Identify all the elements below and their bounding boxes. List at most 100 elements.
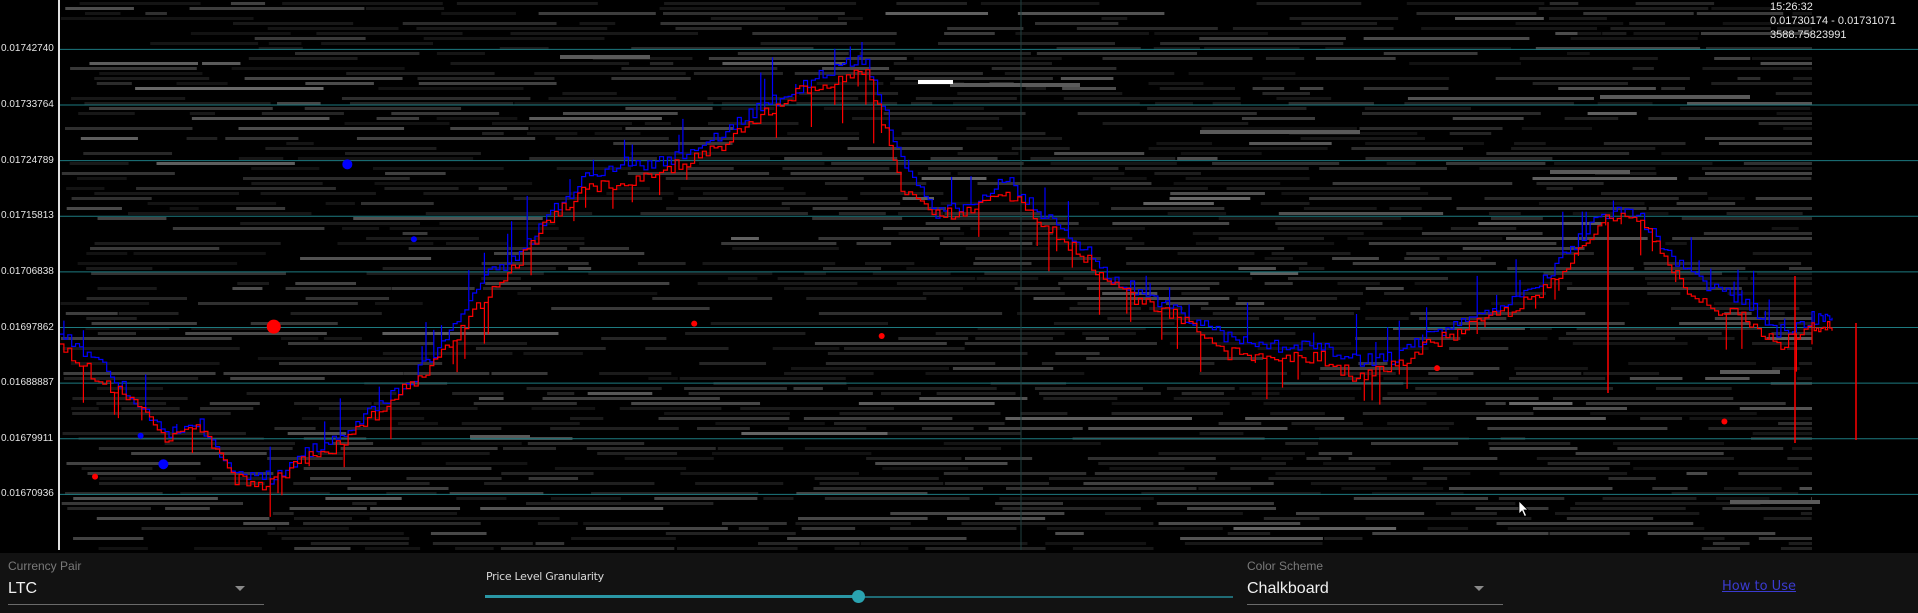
depth-band — [1763, 517, 1812, 520]
depth-band — [1496, 522, 1694, 525]
depth-band — [1575, 502, 1761, 505]
depth-band — [1006, 487, 1197, 490]
depth-band — [323, 337, 362, 340]
depth-band — [648, 377, 678, 380]
depth-band — [611, 77, 691, 80]
depth-band — [621, 67, 778, 70]
depth-band — [1547, 462, 1631, 465]
depth-band — [303, 522, 481, 525]
depth-band — [1514, 367, 1588, 370]
depth-band — [480, 507, 664, 510]
depth-band — [666, 207, 790, 210]
depth-band — [537, 522, 578, 525]
depth-band — [1421, 27, 1597, 30]
depth-band — [69, 162, 129, 165]
depth-band — [67, 507, 151, 510]
depth-band — [461, 422, 580, 425]
depth-band — [1797, 377, 1812, 380]
depth-band — [1319, 167, 1447, 170]
depth-band — [176, 82, 228, 85]
depth-band — [1033, 297, 1230, 300]
depth-band — [966, 127, 1003, 130]
depth-band — [1076, 27, 1218, 30]
depth-band — [1188, 72, 1296, 75]
depth-band — [984, 272, 1098, 275]
currency-pair-select[interactable]: LTC — [8, 580, 38, 597]
depth-band — [169, 207, 199, 210]
depth-band — [1555, 32, 1578, 35]
depth-band — [658, 417, 790, 420]
chart-canvas[interactable] — [0, 0, 1918, 553]
chevron-down-icon[interactable] — [235, 586, 245, 591]
depth-band — [625, 127, 734, 130]
color-scheme-select[interactable]: Chalkboard — [1247, 580, 1329, 597]
depth-band — [1487, 427, 1668, 430]
depth-band — [1708, 427, 1812, 430]
depth-band — [1323, 462, 1391, 465]
depth-band — [1281, 192, 1429, 195]
depth-band — [385, 172, 446, 175]
depth-band — [1415, 387, 1614, 390]
depth-band — [1716, 497, 1770, 500]
depth-band — [374, 302, 423, 305]
depth-band — [1143, 202, 1214, 205]
depth-band — [478, 187, 508, 190]
depth-band — [930, 157, 998, 160]
depth-band — [475, 347, 606, 350]
how-to-use-link[interactable]: How to Use — [1722, 579, 1796, 594]
depth-band — [1352, 262, 1496, 265]
depth-band — [1786, 327, 1812, 330]
depth-band — [1771, 227, 1799, 230]
depth-band — [858, 402, 995, 405]
depth-band — [804, 272, 826, 275]
depth-band — [293, 482, 430, 485]
depth-band — [1187, 507, 1277, 510]
depth-band — [943, 237, 1133, 240]
depth-band — [973, 262, 1032, 265]
depth-band — [1198, 487, 1251, 490]
depth-band — [97, 332, 137, 335]
depth-band — [300, 257, 432, 260]
depth-band — [812, 217, 903, 220]
chevron-down-icon[interactable] — [1474, 586, 1484, 591]
depth-band — [456, 497, 507, 500]
depth-band — [432, 542, 533, 545]
depth-band — [1365, 317, 1409, 320]
depth-band — [1546, 187, 1573, 190]
depth-band — [1777, 27, 1812, 30]
depth-band — [1800, 512, 1812, 515]
depth-band — [1478, 222, 1602, 225]
depth-band — [1448, 487, 1613, 490]
depth-band — [86, 252, 128, 255]
depth-band — [1702, 67, 1812, 70]
depth-band — [1665, 242, 1687, 245]
depth-band — [1050, 162, 1177, 165]
depth-band — [624, 457, 714, 460]
depth-band — [804, 447, 1002, 450]
depth-band — [180, 492, 330, 495]
depth-band — [425, 212, 593, 215]
depth-band — [533, 237, 585, 240]
depth-band — [898, 212, 944, 215]
depth-band — [1015, 32, 1149, 35]
depth-band — [418, 82, 557, 85]
depth-band — [732, 247, 839, 250]
depth-band — [344, 152, 481, 155]
depth-band — [1300, 137, 1425, 140]
depth-band — [665, 532, 796, 535]
depth-band — [1449, 347, 1509, 350]
depth-band-strong — [470, 435, 530, 439]
depth-band — [1776, 112, 1812, 115]
depth-band — [318, 407, 478, 410]
depth-band — [77, 262, 238, 265]
depth-band — [238, 127, 405, 130]
depth-band — [664, 2, 857, 5]
depth-chart[interactable]: 0.01742740 0.01733764 0.01724789 0.01715813… — [0, 0, 1918, 553]
depth-band — [1532, 407, 1627, 410]
depth-band — [695, 482, 784, 485]
depth-band — [1572, 342, 1688, 345]
depth-band-strong — [1730, 500, 1820, 504]
granularity-slider-thumb[interactable] — [852, 590, 865, 603]
depth-band — [913, 57, 1062, 60]
depth-band — [1110, 187, 1208, 190]
